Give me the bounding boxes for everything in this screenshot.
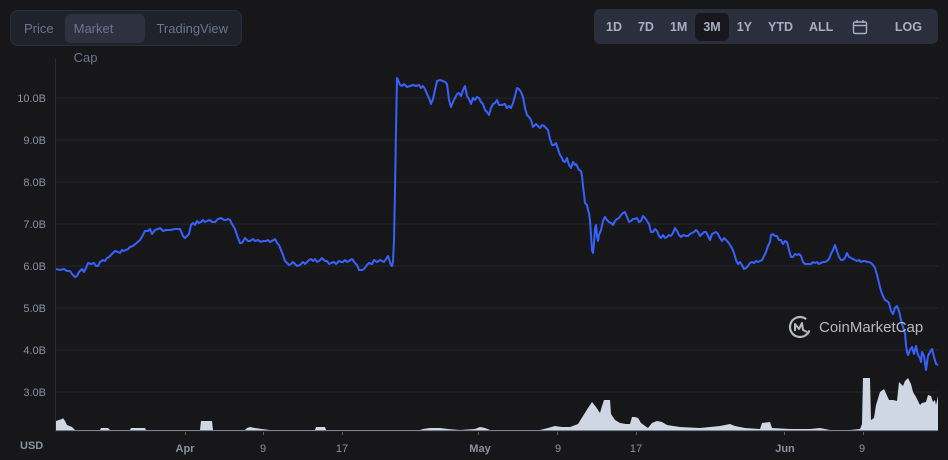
svg-text:CoinMarketCap: CoinMarketCap (819, 319, 923, 336)
tab-market-cap[interactable]: Market Cap (64, 13, 146, 65)
svg-text:May: May (469, 443, 491, 455)
svg-text:3.0B: 3.0B (23, 387, 46, 399)
svg-text:17: 17 (336, 443, 348, 455)
calendar-icon[interactable] (845, 13, 875, 41)
svg-text:8.0B: 8.0B (23, 177, 46, 189)
svg-text:Apr: Apr (176, 443, 196, 455)
svg-text:9: 9 (260, 443, 266, 455)
time-range-selector: 1D 7D 1M 3M 1Y YTD ALL LOG (594, 9, 938, 44)
range-1m-button[interactable]: 1M (669, 19, 688, 34)
grid-lines (56, 97, 938, 393)
range-3m-button[interactable]: 3M (695, 12, 729, 41)
svg-text:Jun: Jun (775, 443, 795, 455)
svg-text:9.0B: 9.0B (23, 135, 46, 147)
svg-text:6.0B: 6.0B (23, 261, 46, 273)
chart-type-tabs: Price Market Cap TradingView (10, 10, 242, 65)
tab-tradingview[interactable]: TradingView (156, 20, 228, 36)
svg-text:9: 9 (859, 443, 865, 455)
range-ytd-button[interactable]: YTD (768, 19, 794, 34)
currency-label: USD (20, 440, 43, 452)
tab-price[interactable]: Price (24, 20, 54, 36)
range-1d-button[interactable]: 1D (606, 19, 622, 34)
y-axis-labels: 10.0B 9.0B 8.0B 7.0B 6.0B 5.0B 4.0B 3.0B (17, 93, 46, 399)
range-all-button[interactable]: ALL (809, 19, 834, 34)
svg-text:7.0B: 7.0B (23, 219, 46, 231)
x-axis-ticks (185, 432, 864, 435)
svg-text:5.0B: 5.0B (23, 303, 46, 315)
log-scale-toggle[interactable]: LOG (894, 19, 922, 34)
coinmarketcap-watermark: CoinMarketCap (788, 315, 923, 339)
market-cap-line (55, 77, 939, 371)
svg-text:9: 9 (555, 443, 561, 455)
x-axis-labels: Apr 9 17 May 9 17 Jun 9 (176, 443, 866, 455)
range-1y-button[interactable]: 1Y (736, 19, 753, 34)
range-7d-button[interactable]: 7D (637, 19, 654, 34)
volume-area (56, 378, 938, 431)
svg-text:4.0B: 4.0B (23, 345, 46, 357)
svg-text:10.0B: 10.0B (17, 93, 46, 105)
svg-text:17: 17 (630, 443, 642, 455)
coinmarketcap-logo-icon (788, 315, 812, 339)
